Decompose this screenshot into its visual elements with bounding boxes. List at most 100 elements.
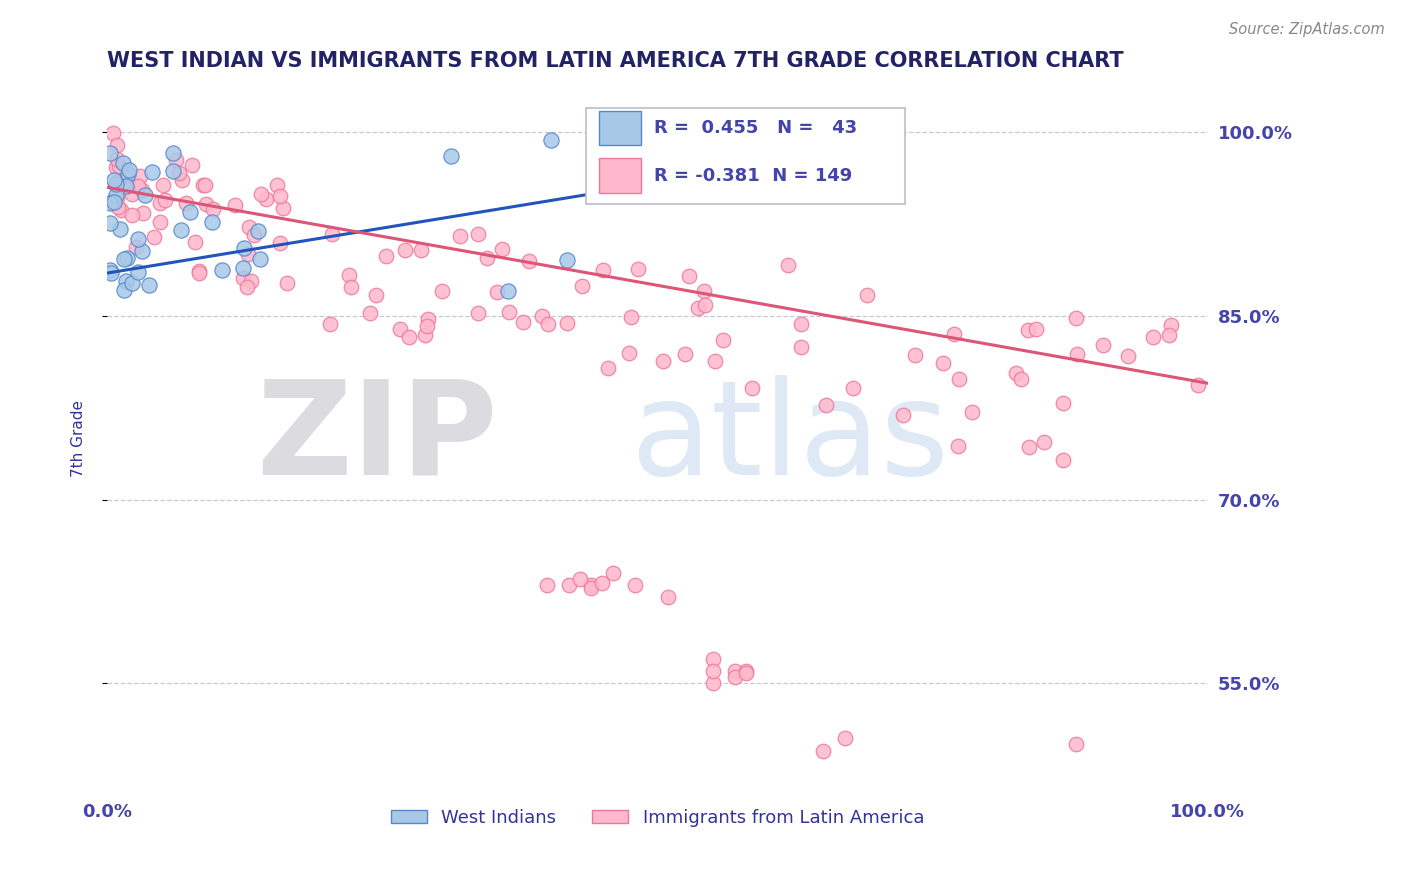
Point: [141, 165, 163, 179]
Point: [789, 144, 811, 158]
Point: [1064, 738, 1087, 752]
Point: [266, 178, 288, 192]
Point: [121, 277, 143, 291]
Point: [932, 356, 955, 370]
Point: [693, 284, 716, 298]
Point: [449, 228, 471, 243]
Point: [703, 354, 725, 368]
Point: [678, 269, 700, 284]
Point: [388, 322, 411, 336]
Point: [1187, 378, 1209, 392]
Point: [617, 346, 640, 360]
Point: [581, 578, 603, 592]
Point: [127, 265, 149, 279]
Point: [1064, 311, 1087, 326]
Point: [232, 261, 254, 276]
Point: [1052, 453, 1074, 467]
Point: [269, 236, 291, 251]
Point: [184, 235, 207, 249]
Point: [149, 215, 172, 229]
Point: [153, 194, 176, 208]
Point: [517, 254, 540, 268]
Point: [415, 318, 437, 333]
Point: [657, 591, 679, 605]
Point: [104, 187, 127, 202]
Point: [756, 156, 779, 170]
Bar: [599, 111, 641, 145]
Point: [131, 244, 153, 258]
Point: [702, 651, 724, 665]
Y-axis label: 7th Grade: 7th Grade: [72, 400, 86, 477]
Point: [1033, 434, 1056, 449]
Point: [627, 261, 650, 276]
Point: [686, 301, 709, 315]
Point: [702, 180, 724, 194]
Text: WEST INDIAN VS IMMIGRANTS FROM LATIN AMERICA 7TH GRADE CORRELATION CHART: WEST INDIAN VS IMMIGRANTS FROM LATIN AME…: [107, 51, 1123, 70]
Point: [652, 354, 675, 368]
Point: [375, 249, 398, 263]
Point: [591, 575, 613, 590]
Point: [105, 191, 128, 205]
Point: [1116, 349, 1139, 363]
Point: [569, 572, 592, 586]
Text: atlas: atlas: [630, 375, 949, 502]
Point: [112, 252, 135, 266]
Point: [138, 278, 160, 293]
Point: [162, 163, 184, 178]
Point: [100, 263, 122, 277]
Text: R = -0.381  N = 149: R = -0.381 N = 149: [654, 167, 852, 185]
Point: [121, 207, 143, 221]
Point: [602, 566, 624, 580]
Point: [271, 201, 294, 215]
Point: [100, 266, 122, 280]
Point: [789, 317, 811, 331]
Point: [115, 177, 138, 191]
Point: [254, 192, 277, 206]
Point: [170, 223, 193, 237]
Point: [201, 202, 224, 217]
Point: [127, 179, 149, 194]
Point: [235, 280, 257, 294]
Point: [117, 168, 139, 182]
Point: [620, 310, 643, 324]
Point: [814, 398, 837, 412]
Point: [855, 288, 877, 302]
Point: [790, 340, 813, 354]
Point: [477, 251, 499, 265]
Point: [555, 253, 578, 268]
Point: [536, 578, 558, 592]
Point: [127, 232, 149, 246]
Point: [243, 227, 266, 242]
Point: [530, 310, 553, 324]
Legend: West Indians, Immigrants from Latin America: West Indians, Immigrants from Latin Amer…: [384, 802, 932, 834]
Point: [142, 230, 165, 244]
Point: [571, 278, 593, 293]
FancyBboxPatch shape: [586, 108, 905, 204]
Point: [129, 169, 152, 183]
Point: [233, 241, 256, 255]
Point: [811, 743, 834, 757]
Point: [107, 159, 129, 173]
Point: [132, 206, 155, 220]
Point: [211, 263, 233, 277]
Point: [904, 349, 927, 363]
Text: Source: ZipAtlas.com: Source: ZipAtlas.com: [1229, 22, 1385, 37]
Point: [115, 179, 138, 194]
Point: [498, 284, 520, 298]
Point: [491, 242, 513, 256]
Point: [946, 439, 969, 453]
Point: [179, 205, 201, 219]
Point: [440, 149, 463, 163]
Point: [723, 670, 745, 684]
Point: [734, 666, 756, 681]
Point: [100, 216, 122, 230]
Point: [960, 405, 983, 419]
Point: [418, 311, 440, 326]
Point: [321, 227, 343, 241]
Point: [723, 664, 745, 678]
Point: [537, 317, 560, 331]
Point: [711, 333, 734, 347]
Point: [319, 318, 342, 332]
Point: [1157, 327, 1180, 342]
Point: [409, 244, 432, 258]
